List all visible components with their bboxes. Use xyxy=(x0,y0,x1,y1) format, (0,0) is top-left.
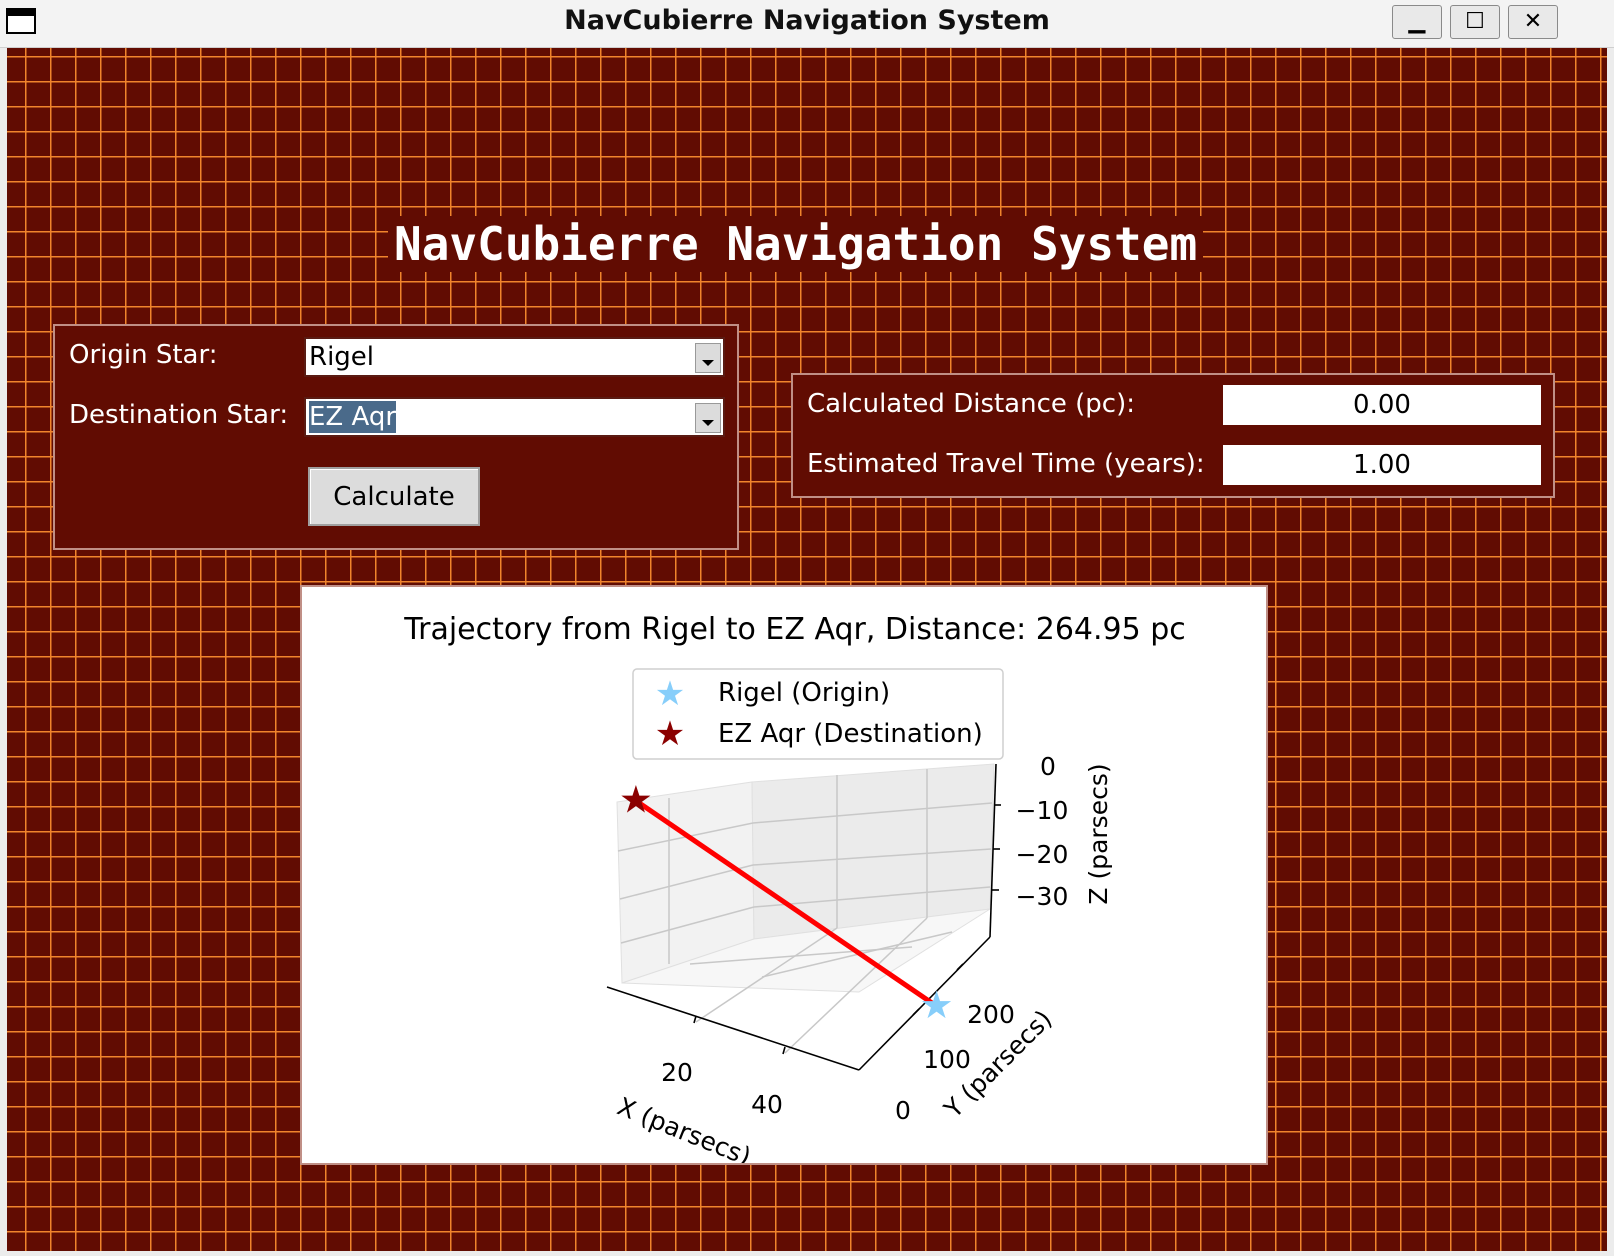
x-tick-label: 40 xyxy=(751,1090,783,1119)
z-tick-label: −10 xyxy=(1016,796,1069,825)
origin-star-marker: ★ xyxy=(920,983,954,1027)
legend-box xyxy=(632,668,1004,760)
maximize-button[interactable]: ☐ xyxy=(1450,5,1500,39)
close-icon: ✕ xyxy=(1523,9,1543,34)
maximize-icon: ☐ xyxy=(1465,9,1485,34)
chart-title: Trajectory from Rigel to EZ Aqr, Distanc… xyxy=(403,612,1186,647)
legend-entry-destination: EZ Aqr (Destination) xyxy=(718,719,983,749)
trajectory-chart: 20 40 0 100 200 0 −10 −20 −30 X (parsecs… xyxy=(403,612,1186,1171)
destination-star-label: Destination Star: xyxy=(69,400,289,430)
results-panel: Calculated Distance (pc): 0.00 Estimated… xyxy=(791,373,1555,498)
y-tick-label: 200 xyxy=(967,1000,1015,1029)
input-panel: Origin Star: Rigel Destination Star: EZ … xyxy=(53,324,739,550)
calculate-button[interactable]: Calculate xyxy=(308,467,480,526)
axis-lines xyxy=(606,763,1001,1071)
y-tick-label: 100 xyxy=(923,1045,971,1074)
z-axis-label: Z (parsecs) xyxy=(1084,763,1113,904)
minimize-button[interactable]: ▁ xyxy=(1392,5,1442,39)
distance-label: Calculated Distance (pc): xyxy=(807,389,1135,419)
z-tick-label: −20 xyxy=(1016,840,1069,869)
origin-star-value: Rigel xyxy=(309,342,375,372)
destination-star-marker: ★ xyxy=(619,778,653,822)
data-layer: ★★ xyxy=(619,778,954,1028)
legend-marker-origin: ★ xyxy=(655,674,685,714)
trajectory-line xyxy=(634,798,939,1009)
z-tick-label: 0 xyxy=(1040,752,1056,781)
travel-time-label: Estimated Travel Time (years): xyxy=(807,449,1205,479)
z-tick-label: −30 xyxy=(1016,882,1069,911)
legend: ★ Rigel (Origin) ★ EZ Aqr (Destination) xyxy=(632,668,1004,760)
origin-star-select[interactable]: Rigel xyxy=(304,337,725,377)
origin-star-label: Origin Star: xyxy=(69,340,218,370)
distance-field[interactable]: 0.00 xyxy=(1223,385,1541,425)
title-bar: NavCubierre Navigation System ▁ ☐ ✕ xyxy=(0,0,1614,48)
trajectory-plot: 20 40 0 100 200 0 −10 −20 −30 X (parsecs… xyxy=(300,585,1268,1171)
legend-entry-origin: Rigel (Origin) xyxy=(718,678,890,708)
window-title: NavCubierre Navigation System xyxy=(564,5,1050,36)
window-menu-icon[interactable] xyxy=(6,8,36,34)
legend-marker-destination: ★ xyxy=(655,714,685,754)
close-button[interactable]: ✕ xyxy=(1508,5,1558,39)
x-axis-label: X (parsecs) xyxy=(613,1092,755,1163)
destination-star-value: EZ Aqr xyxy=(309,401,397,433)
chevron-down-icon[interactable] xyxy=(695,403,721,433)
destination-star-select[interactable]: EZ Aqr xyxy=(304,397,725,437)
y-tick-label: 0 xyxy=(895,1096,911,1125)
page-title: NavCubierre Navigation System xyxy=(388,216,1204,272)
floor-pane xyxy=(621,908,991,993)
x-tick-label: 20 xyxy=(661,1058,693,1087)
travel-time-field[interactable]: 1.00 xyxy=(1223,445,1541,485)
grid-lines xyxy=(617,769,993,1054)
minimize-icon: ▁ xyxy=(1408,9,1426,34)
chevron-down-icon[interactable] xyxy=(695,343,721,373)
